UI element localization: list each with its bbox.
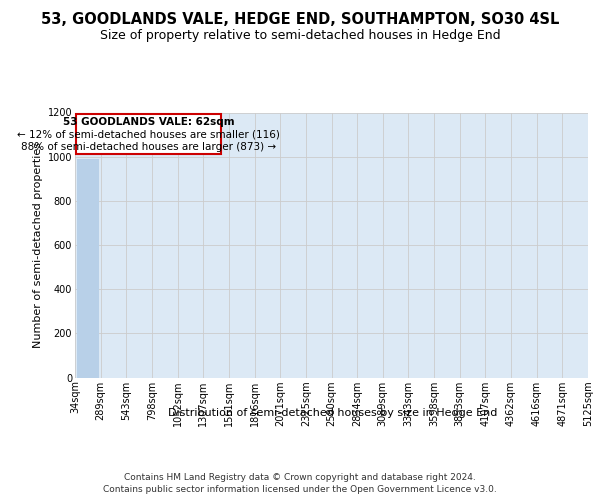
Bar: [77, 159, 99, 378]
Text: Contains HM Land Registry data © Crown copyright and database right 2024.: Contains HM Land Registry data © Crown c…: [124, 472, 476, 482]
Bar: [76, 114, 221, 154]
Text: ← 12% of semi-detached houses are smaller (116): ← 12% of semi-detached houses are smalle…: [17, 130, 280, 140]
Text: Contains public sector information licensed under the Open Government Licence v3: Contains public sector information licen…: [103, 485, 497, 494]
Text: Size of property relative to semi-detached houses in Hedge End: Size of property relative to semi-detach…: [100, 29, 500, 42]
Y-axis label: Number of semi-detached properties: Number of semi-detached properties: [34, 142, 43, 348]
Text: 88% of semi-detached houses are larger (873) →: 88% of semi-detached houses are larger (…: [21, 142, 276, 152]
Text: Distribution of semi-detached houses by size in Hedge End: Distribution of semi-detached houses by …: [169, 408, 497, 418]
Text: 53 GOODLANDS VALE: 62sqm: 53 GOODLANDS VALE: 62sqm: [62, 117, 234, 127]
Text: 53, GOODLANDS VALE, HEDGE END, SOUTHAMPTON, SO30 4SL: 53, GOODLANDS VALE, HEDGE END, SOUTHAMPT…: [41, 12, 559, 28]
